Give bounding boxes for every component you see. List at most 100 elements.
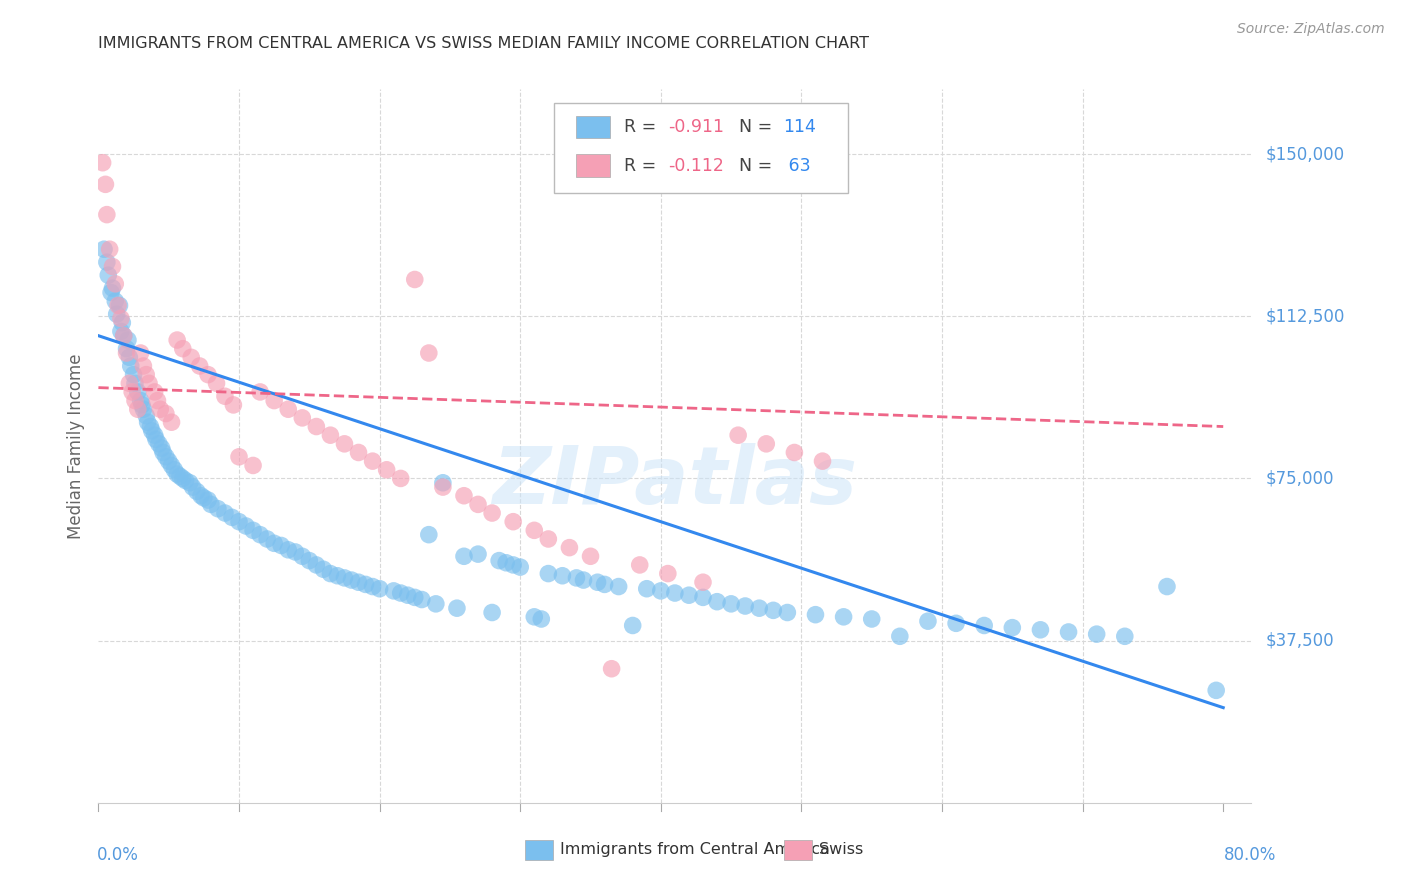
Point bbox=[115, 346, 138, 360]
Point bbox=[537, 566, 560, 581]
Point bbox=[593, 577, 616, 591]
Point bbox=[945, 616, 967, 631]
Point bbox=[326, 568, 349, 582]
Point bbox=[389, 471, 412, 485]
Point bbox=[333, 437, 356, 451]
Point bbox=[277, 542, 299, 557]
Point bbox=[214, 506, 236, 520]
Point bbox=[222, 398, 245, 412]
Point bbox=[221, 510, 243, 524]
Point bbox=[190, 489, 212, 503]
Point bbox=[143, 384, 166, 399]
Point bbox=[312, 562, 335, 576]
Point bbox=[117, 333, 139, 347]
FancyBboxPatch shape bbox=[575, 154, 610, 177]
Point bbox=[1057, 624, 1080, 639]
Point bbox=[111, 316, 134, 330]
Point bbox=[249, 384, 271, 399]
Point bbox=[509, 560, 531, 574]
Point bbox=[418, 346, 440, 360]
Point bbox=[205, 376, 228, 391]
Point bbox=[150, 441, 173, 455]
Point bbox=[579, 549, 602, 564]
Text: $75,000: $75,000 bbox=[1265, 469, 1334, 487]
Point bbox=[650, 583, 672, 598]
Point bbox=[148, 437, 170, 451]
Text: 80.0%: 80.0% bbox=[1223, 846, 1277, 863]
Point bbox=[256, 532, 278, 546]
Point bbox=[748, 601, 770, 615]
Point bbox=[600, 662, 623, 676]
Point bbox=[354, 577, 377, 591]
Point bbox=[193, 491, 215, 505]
Point bbox=[551, 568, 574, 582]
Point bbox=[418, 527, 440, 541]
Point bbox=[432, 480, 454, 494]
Text: N =: N = bbox=[740, 118, 778, 136]
Point bbox=[166, 467, 188, 482]
Point bbox=[101, 281, 124, 295]
Point bbox=[832, 610, 855, 624]
Point bbox=[657, 566, 679, 581]
Point bbox=[115, 342, 138, 356]
Point bbox=[129, 393, 152, 408]
FancyBboxPatch shape bbox=[524, 840, 553, 860]
Point bbox=[558, 541, 581, 555]
Text: 0.0%: 0.0% bbox=[97, 846, 139, 863]
Point bbox=[333, 571, 356, 585]
Point bbox=[108, 298, 131, 312]
Point bbox=[98, 242, 121, 256]
Point bbox=[172, 471, 194, 485]
Point bbox=[96, 255, 118, 269]
Point bbox=[628, 558, 651, 572]
Point bbox=[1001, 621, 1024, 635]
Text: R =: R = bbox=[624, 118, 662, 136]
Point bbox=[112, 328, 135, 343]
Point bbox=[124, 393, 146, 408]
Point bbox=[91, 155, 114, 169]
Point bbox=[124, 376, 146, 391]
Point bbox=[110, 325, 132, 339]
Point bbox=[149, 402, 172, 417]
Point bbox=[242, 524, 264, 538]
Point bbox=[228, 515, 250, 529]
Point bbox=[129, 346, 152, 360]
Point bbox=[298, 553, 321, 567]
Point bbox=[636, 582, 658, 596]
Point bbox=[122, 368, 145, 382]
Point bbox=[105, 307, 128, 321]
Point bbox=[678, 588, 700, 602]
Point bbox=[291, 549, 314, 564]
Text: Immigrants from Central America: Immigrants from Central America bbox=[560, 842, 830, 857]
FancyBboxPatch shape bbox=[575, 116, 610, 138]
Point bbox=[481, 606, 503, 620]
Text: Source: ZipAtlas.com: Source: ZipAtlas.com bbox=[1237, 22, 1385, 37]
Point bbox=[197, 493, 219, 508]
Point bbox=[186, 484, 208, 499]
Point bbox=[860, 612, 883, 626]
Point bbox=[347, 445, 370, 459]
Point bbox=[139, 419, 162, 434]
Point bbox=[263, 393, 285, 408]
Point bbox=[200, 497, 222, 511]
Point bbox=[118, 351, 141, 365]
Point bbox=[973, 618, 995, 632]
Point bbox=[181, 480, 204, 494]
Point bbox=[132, 402, 155, 417]
Point bbox=[101, 260, 124, 274]
Point bbox=[104, 294, 127, 309]
Point bbox=[361, 454, 384, 468]
Point bbox=[340, 573, 363, 587]
Text: $112,500: $112,500 bbox=[1265, 307, 1344, 326]
Point bbox=[889, 629, 911, 643]
Point bbox=[163, 463, 186, 477]
Point bbox=[118, 376, 141, 391]
Point bbox=[432, 475, 454, 490]
Text: $37,500: $37,500 bbox=[1265, 632, 1334, 649]
Text: 114: 114 bbox=[783, 118, 815, 136]
Point bbox=[467, 497, 489, 511]
Point bbox=[152, 445, 174, 459]
Point bbox=[347, 575, 370, 590]
Point bbox=[235, 519, 257, 533]
Point bbox=[155, 450, 177, 464]
